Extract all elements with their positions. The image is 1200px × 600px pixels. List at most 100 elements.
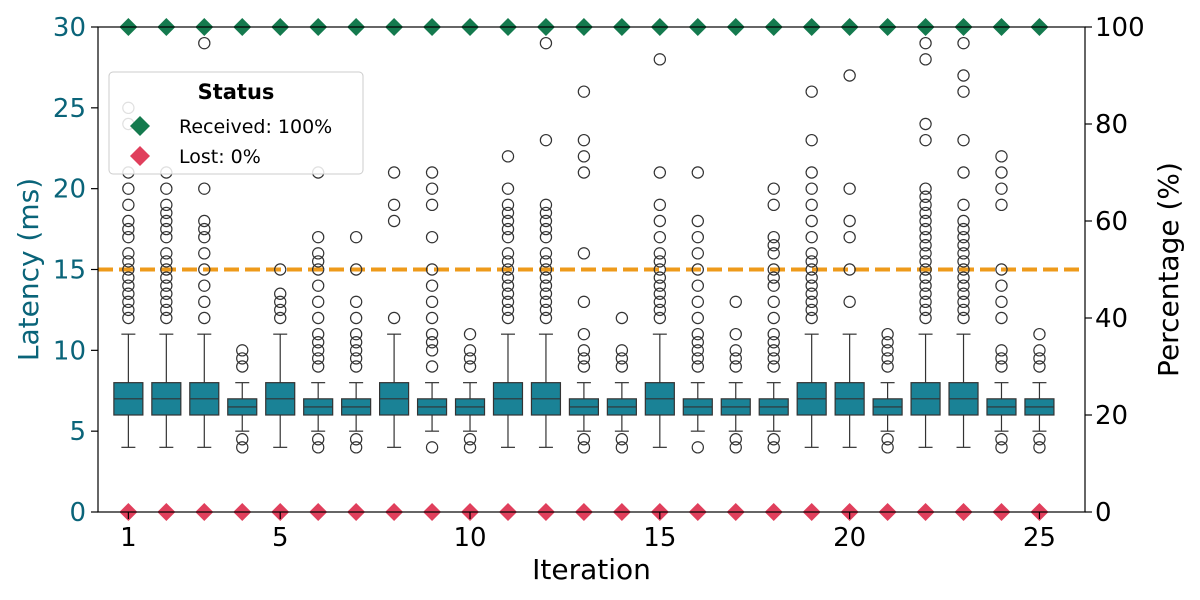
outlier-point	[919, 287, 932, 300]
box-iteration-17	[720, 295, 751, 454]
outlier-point	[919, 198, 932, 212]
outlier-point	[463, 327, 477, 341]
outlier-point	[160, 222, 173, 236]
outlier-point	[843, 214, 856, 228]
x-axis-title: Iteration	[532, 553, 651, 586]
outlier-point	[539, 255, 553, 268]
outlier-point	[577, 441, 591, 454]
outlier-point	[881, 360, 894, 373]
y-right-tick-label: 20	[1095, 401, 1128, 431]
outlier-point	[805, 247, 818, 260]
outlier-point	[274, 287, 287, 300]
outlier-point	[729, 441, 742, 454]
outlier-point	[957, 222, 970, 236]
outlier-point	[463, 433, 477, 446]
outlier-point	[501, 230, 515, 244]
outlier-point	[653, 230, 667, 244]
outlier-point	[122, 311, 135, 325]
outlier-point	[691, 327, 704, 341]
y-left-tick-label: 0	[69, 498, 86, 528]
outlier-point	[805, 263, 818, 276]
outlier-point	[311, 360, 325, 373]
outlier-point	[805, 255, 818, 268]
outlier-point	[577, 344, 591, 357]
outlier-point	[425, 230, 439, 244]
outlier-point	[539, 295, 553, 309]
outlier-point	[691, 279, 704, 292]
outlier-point	[691, 166, 704, 179]
outlier-point	[691, 214, 704, 228]
outlier-point	[729, 360, 742, 373]
outlier-point	[767, 182, 780, 195]
outlier-point	[691, 360, 704, 373]
outlier-point	[160, 295, 173, 309]
outlier-point	[691, 336, 704, 349]
outlier-point	[160, 279, 173, 292]
outlier-point	[311, 230, 325, 244]
outlier-point	[919, 279, 932, 292]
outlier-point	[767, 263, 780, 276]
outlier-point	[198, 247, 211, 260]
outlier-point	[919, 255, 932, 268]
outlier-point	[805, 182, 818, 195]
outlier-point	[995, 279, 1008, 292]
legend-title: Status	[198, 80, 275, 104]
box-iteration-21	[872, 327, 903, 454]
y-left-tick-label: 25	[53, 94, 86, 124]
legend-box	[108, 71, 364, 175]
outlier-point	[805, 85, 818, 98]
outlier-point	[577, 85, 591, 98]
outlier-point	[653, 53, 667, 66]
outlier-point	[957, 214, 970, 228]
outlier-point	[539, 279, 553, 292]
outlier-point	[919, 133, 932, 147]
box-iteration-18	[758, 182, 789, 454]
outlier-point	[311, 263, 325, 276]
box-iteration-12	[530, 36, 562, 448]
outlier-point	[957, 239, 970, 252]
outlier-point	[160, 182, 173, 195]
outlier-point	[995, 344, 1008, 357]
outlier-point	[957, 230, 970, 244]
legend-received-label: Received: 100%	[179, 116, 332, 138]
outlier-point	[501, 287, 515, 300]
outlier-point	[501, 303, 515, 317]
outlier-point	[957, 247, 970, 260]
outlier-point	[691, 441, 704, 454]
outlier-point	[691, 344, 704, 357]
outlier-point	[349, 327, 363, 341]
box-iteration-7	[341, 230, 372, 454]
outlier-point	[653, 311, 667, 325]
outlier-point	[425, 166, 439, 179]
y-left-tick-label: 20	[53, 175, 86, 205]
x-tick-label: 15	[643, 523, 676, 553]
outlier-point	[122, 295, 135, 309]
outlier-point	[1033, 433, 1046, 446]
outlier-point	[122, 230, 135, 244]
outlier-point	[691, 247, 704, 260]
outlier-point	[653, 271, 667, 284]
outlier-point	[767, 336, 780, 349]
outlier-point	[691, 352, 704, 365]
outlier-point	[995, 433, 1008, 446]
outlier-point	[767, 433, 780, 446]
outlier-point	[539, 36, 553, 50]
outlier-point	[274, 311, 287, 325]
outlier-point	[843, 295, 856, 309]
outlier-point	[122, 214, 135, 228]
outlier-point	[767, 230, 780, 244]
outlier-point	[198, 230, 211, 244]
box-iteration-2	[151, 166, 182, 448]
x-tick-label: 1	[120, 523, 137, 553]
outlier-point	[881, 433, 894, 446]
outlier-point	[1033, 327, 1046, 341]
outlier-point	[767, 198, 780, 212]
outlier-point	[957, 271, 970, 284]
outlier-point	[501, 311, 515, 325]
outlier-point	[160, 311, 173, 325]
outlier-point	[577, 247, 591, 260]
outlier-point	[501, 222, 515, 236]
outlier-point	[425, 263, 439, 276]
outlier-point	[160, 271, 173, 284]
outlier-point	[311, 311, 325, 325]
